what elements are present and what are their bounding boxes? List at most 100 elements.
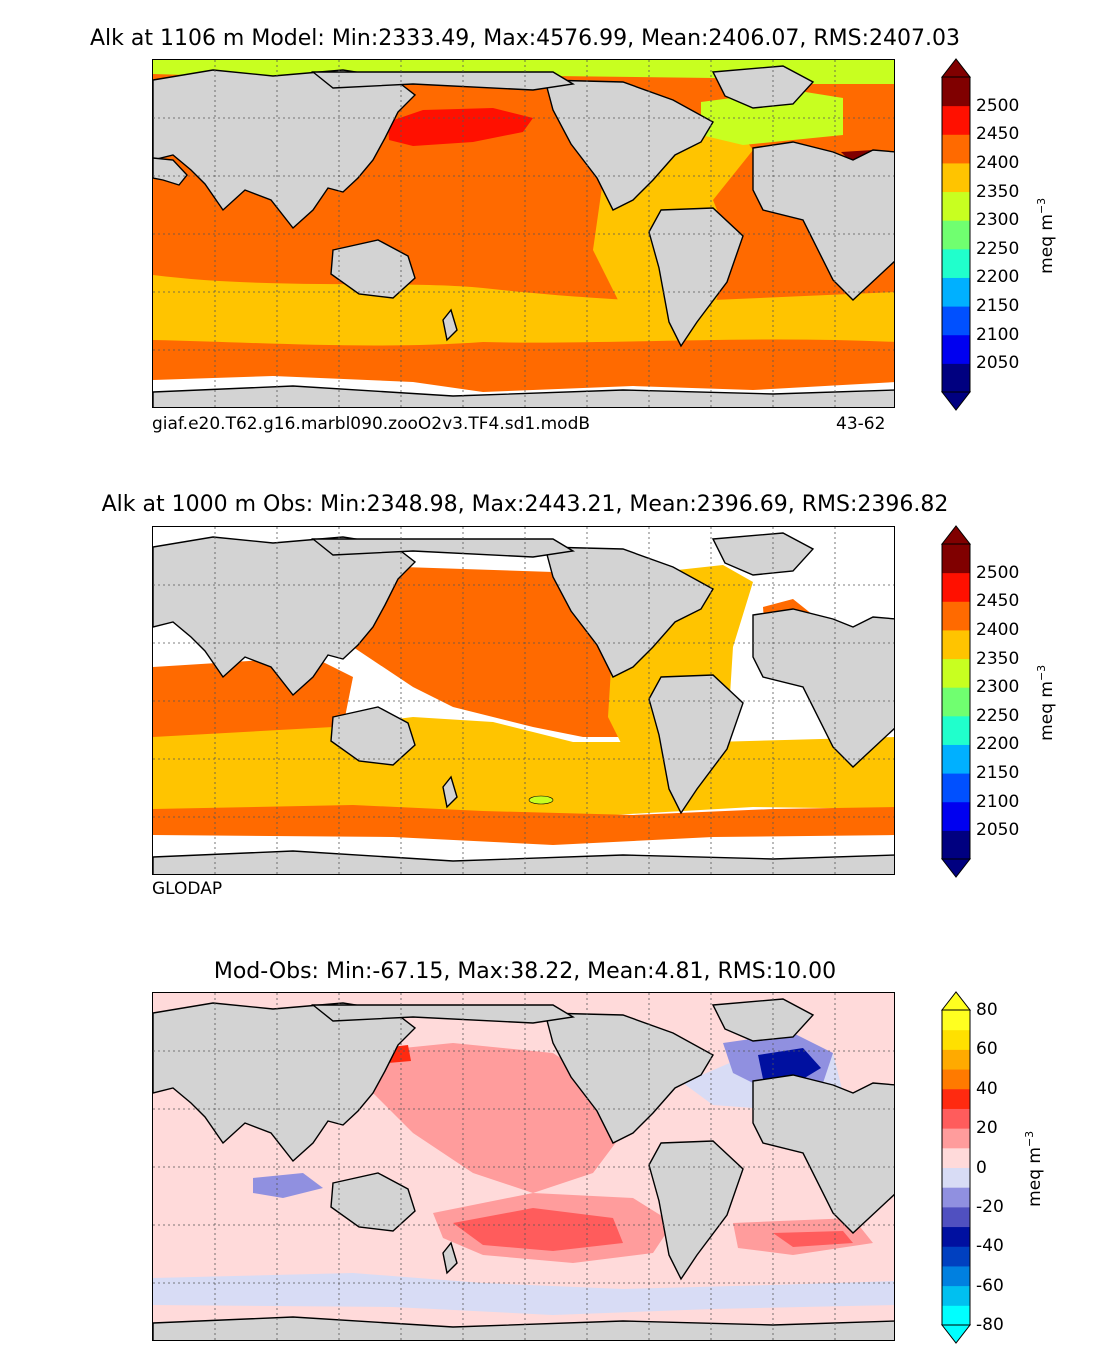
- model-colorbar-block: [942, 191, 970, 221]
- model-nw-pacific-red: [388, 108, 533, 146]
- model-colorbar-block: [942, 334, 970, 364]
- model-panel-title: Alk at 1106 m Model: Min:2333.49, Max:45…: [89, 26, 961, 51]
- diff-colorbar-block: [942, 1049, 970, 1070]
- obs-colorbar-block: [942, 715, 970, 745]
- diff-colorbar-over-triangle: [940, 991, 972, 1011]
- obs-colorbar-tick-label: 2200: [976, 734, 1020, 755]
- obs-colorbar-tick-label: 2100: [976, 791, 1020, 812]
- diff-colorbar: [940, 991, 972, 1344]
- obs-colorbar-tick-label: 2150: [976, 763, 1020, 784]
- model-colorbar-tick-label: 2050: [976, 353, 1020, 374]
- obs-colorbar-block: [942, 744, 970, 774]
- obs-colorbar-tick-label: 2050: [976, 820, 1020, 841]
- model-north-atlantic: [701, 90, 843, 145]
- diff-north-atlantic-strong-neg: [758, 1048, 821, 1085]
- model-colorbar-unit-exp: −3: [1035, 197, 1049, 215]
- model-colorbar-over-triangle: [940, 58, 972, 78]
- model-colorbar-bar: [940, 58, 972, 411]
- model-colorbar-tick-label: 2450: [976, 124, 1020, 145]
- obs-colorbar-tick-label: 2300: [976, 677, 1020, 698]
- obs-colorbar-block: [942, 801, 970, 831]
- model-southern-band: [153, 275, 894, 346]
- diff-colorbar-block: [942, 1128, 970, 1149]
- obs-colorbar-tick-label: 2450: [976, 591, 1020, 612]
- diff-colorbar-block: [942, 1285, 970, 1306]
- diff-land: [153, 998, 894, 1340]
- diff-colorbar-block: [942, 1088, 970, 1109]
- model-colorbar-block: [942, 363, 970, 393]
- model-map: [152, 59, 895, 408]
- obs-colorbar-block: [942, 601, 970, 631]
- diff-indian-neg: [253, 1173, 323, 1198]
- diff-colorbar-block: [942, 1206, 970, 1228]
- diff-colorbar-tick-label: 0: [976, 1157, 987, 1178]
- obs-colorbar-tick-label: 2350: [976, 648, 1020, 669]
- diff-colorbar-unit-exp: −3: [1023, 1130, 1037, 1148]
- obs-green-patch: [528, 795, 554, 805]
- diff-colorbar-frame: [941, 1009, 971, 1326]
- model-colorbar-block: [942, 248, 970, 278]
- diff-panel-title: Mod-Obs: Min:-67.15, Max:38.22, Mean:4.8…: [213, 959, 837, 984]
- obs-colorbar-block: [942, 773, 970, 803]
- model-gridlines: [153, 60, 894, 407]
- model-colorbar-tick-label: 2250: [976, 238, 1020, 259]
- diff-colorbar-block: [942, 1147, 970, 1168]
- obs-source-label: GLODAP: [152, 879, 223, 899]
- model-colorbar-block: [942, 220, 970, 250]
- model-colorbar: [940, 58, 972, 411]
- obs-colorbar-unit-exp: −3: [1035, 664, 1049, 682]
- model-colorbar-under-triangle: [940, 391, 972, 411]
- diff-south-atlantic-strong: [773, 1231, 853, 1247]
- model-colorbar-unit-text: meq m: [1036, 214, 1057, 274]
- model-colorbar-tick-label: 2300: [976, 210, 1020, 231]
- diff-colorbar-tick-label: 60: [976, 1039, 998, 1060]
- obs-colorbar-block: [942, 544, 970, 574]
- diff-colorbar-block: [942, 1187, 970, 1208]
- obs-acc-band: [153, 805, 894, 845]
- diff-colorbar-under-triangle: [940, 1324, 972, 1344]
- diff-colorbar-tick-label: 80: [976, 1000, 998, 1020]
- model-colorbar-tick-label: 2500: [976, 95, 1020, 116]
- diff-map: [152, 992, 895, 1341]
- diff-colorbar-block: [942, 1167, 970, 1188]
- diff-colorbar-block: [942, 1010, 970, 1031]
- diff-colorbar-block: [942, 1305, 970, 1326]
- obs-colorbar-block: [942, 572, 970, 602]
- model-case-label: giaf.e20.T62.g16.marbl090.zooO2v3.TF4.sd…: [152, 414, 591, 434]
- model-colorbar-unit: meq m−3: [1035, 198, 1057, 274]
- diff-colorbar-tick-label: -40: [976, 1236, 1004, 1257]
- obs-colorbar-under-triangle: [940, 858, 972, 878]
- obs-colorbar-block: [942, 687, 970, 717]
- obs-map: [152, 526, 895, 875]
- model-colorbar-tick-label: 2400: [976, 152, 1020, 173]
- model-colorbar-block: [942, 306, 970, 336]
- obs-colorbar-block: [942, 658, 970, 688]
- diff-gridlines: [153, 993, 894, 1340]
- model-colorbar-tick-label: 2350: [976, 181, 1020, 202]
- obs-colorbar-tick-label: 2250: [976, 705, 1020, 726]
- obs-panel-title: Alk at 1000 m Obs: Min:2348.98, Max:2443…: [101, 492, 949, 517]
- diff-colorbar-tick-label: 20: [976, 1118, 998, 1139]
- diff-colorbar-tick-label: -60: [976, 1275, 1004, 1296]
- model-colorbar-block: [942, 77, 970, 107]
- diff-colorbar-block: [942, 1265, 970, 1287]
- diff-colorbar-bar: [940, 991, 972, 1344]
- diff-south-pacific-strong: [453, 1208, 623, 1251]
- model-colorbar-block: [942, 277, 970, 307]
- obs-colorbar-block: [942, 830, 970, 860]
- obs-colorbar-bar: [940, 525, 972, 878]
- diff-colorbar-tick-label: -20: [976, 1196, 1004, 1217]
- model-land: [153, 65, 894, 407]
- model-years-label: 43-62: [836, 414, 886, 434]
- diff-colorbar-unit: meq m−3: [1023, 1131, 1045, 1207]
- diff-colorbar-tick-label: 40: [976, 1078, 998, 1099]
- obs-colorbar-tick-label: 2400: [976, 619, 1020, 640]
- obs-colorbar-tick-label: 2500: [976, 562, 1020, 583]
- model-colorbar-tick-label: 2150: [976, 296, 1020, 317]
- diff-colorbar-tick-label: -80: [976, 1315, 1004, 1335]
- obs-colorbar-frame: [941, 543, 971, 860]
- model-colorbar-block: [942, 105, 970, 135]
- diff-colorbar-block: [942, 1108, 970, 1129]
- obs-land: [153, 532, 894, 874]
- diff-colorbar-unit-text: meq m: [1024, 1147, 1045, 1207]
